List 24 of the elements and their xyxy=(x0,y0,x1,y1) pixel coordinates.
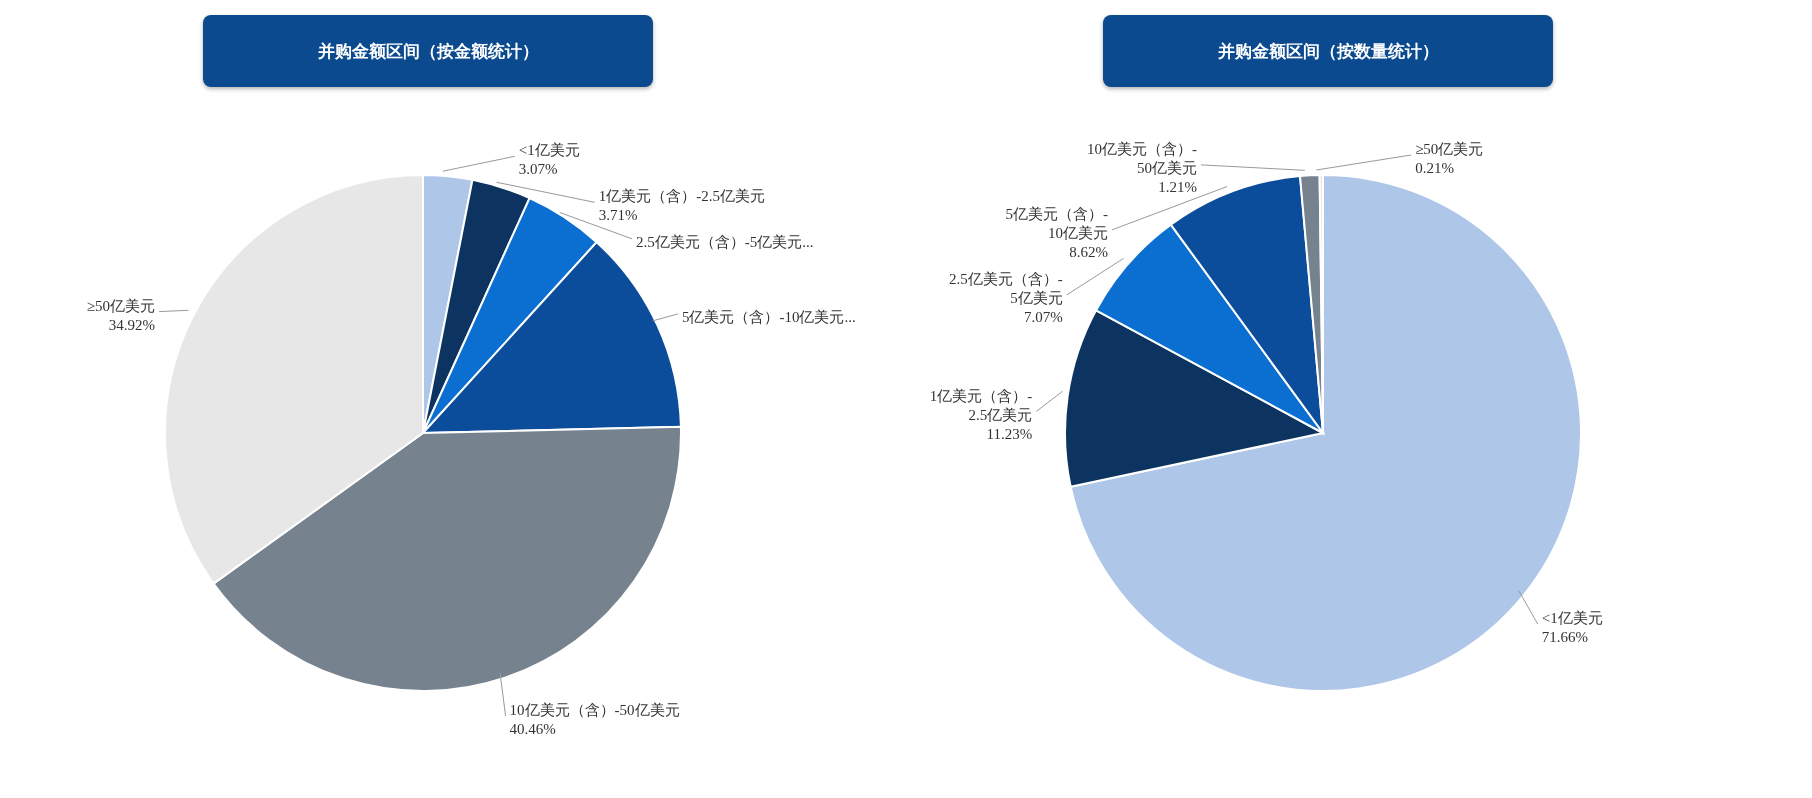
data-label: 34.92% xyxy=(108,316,156,333)
slice-label: 5亿美元（含）-10亿美元 xyxy=(1005,206,1108,242)
slice-label: 1亿美元（含）-2.5亿美元 xyxy=(598,188,765,205)
slice-label: 1亿美元（含）-2.5亿美元 xyxy=(929,387,1033,423)
slice-label: 10亿美元（含）-50亿美元 xyxy=(1086,141,1197,177)
chart-title: 并购金额区间（按数量统计） xyxy=(1103,15,1553,87)
slice-label: 5亿美元（含）-10亿美元... xyxy=(681,309,856,326)
slice-label: 2.5亿美元（含）-5亿美元... xyxy=(635,234,814,251)
data-label: 8.62% xyxy=(1069,244,1108,261)
data-label: 11.23% xyxy=(986,425,1033,442)
data-label: 71.66% xyxy=(1541,629,1589,646)
slice-label: <1亿美元 xyxy=(1541,610,1603,627)
data-label: 3.71% xyxy=(598,207,638,224)
slice-label: 2.5亿美元（含）-5亿美元 xyxy=(949,271,1063,307)
data-label: 3.07% xyxy=(518,161,558,178)
data-label: 40.46% xyxy=(509,721,556,738)
slice-label: ≥50亿美元 xyxy=(86,297,156,314)
slice-label: 10亿美元（含）-50亿美元 xyxy=(509,702,680,719)
data-label: 0.21% xyxy=(1415,160,1454,177)
slice-label: ≥50亿美元 xyxy=(1415,141,1484,158)
data-label: 7.07% xyxy=(1024,309,1063,326)
slice-label: <1亿美元 xyxy=(518,142,580,159)
data-label: 1.21% xyxy=(1158,179,1197,196)
chart-title: 并购金额区间（按金额统计） xyxy=(203,15,653,87)
